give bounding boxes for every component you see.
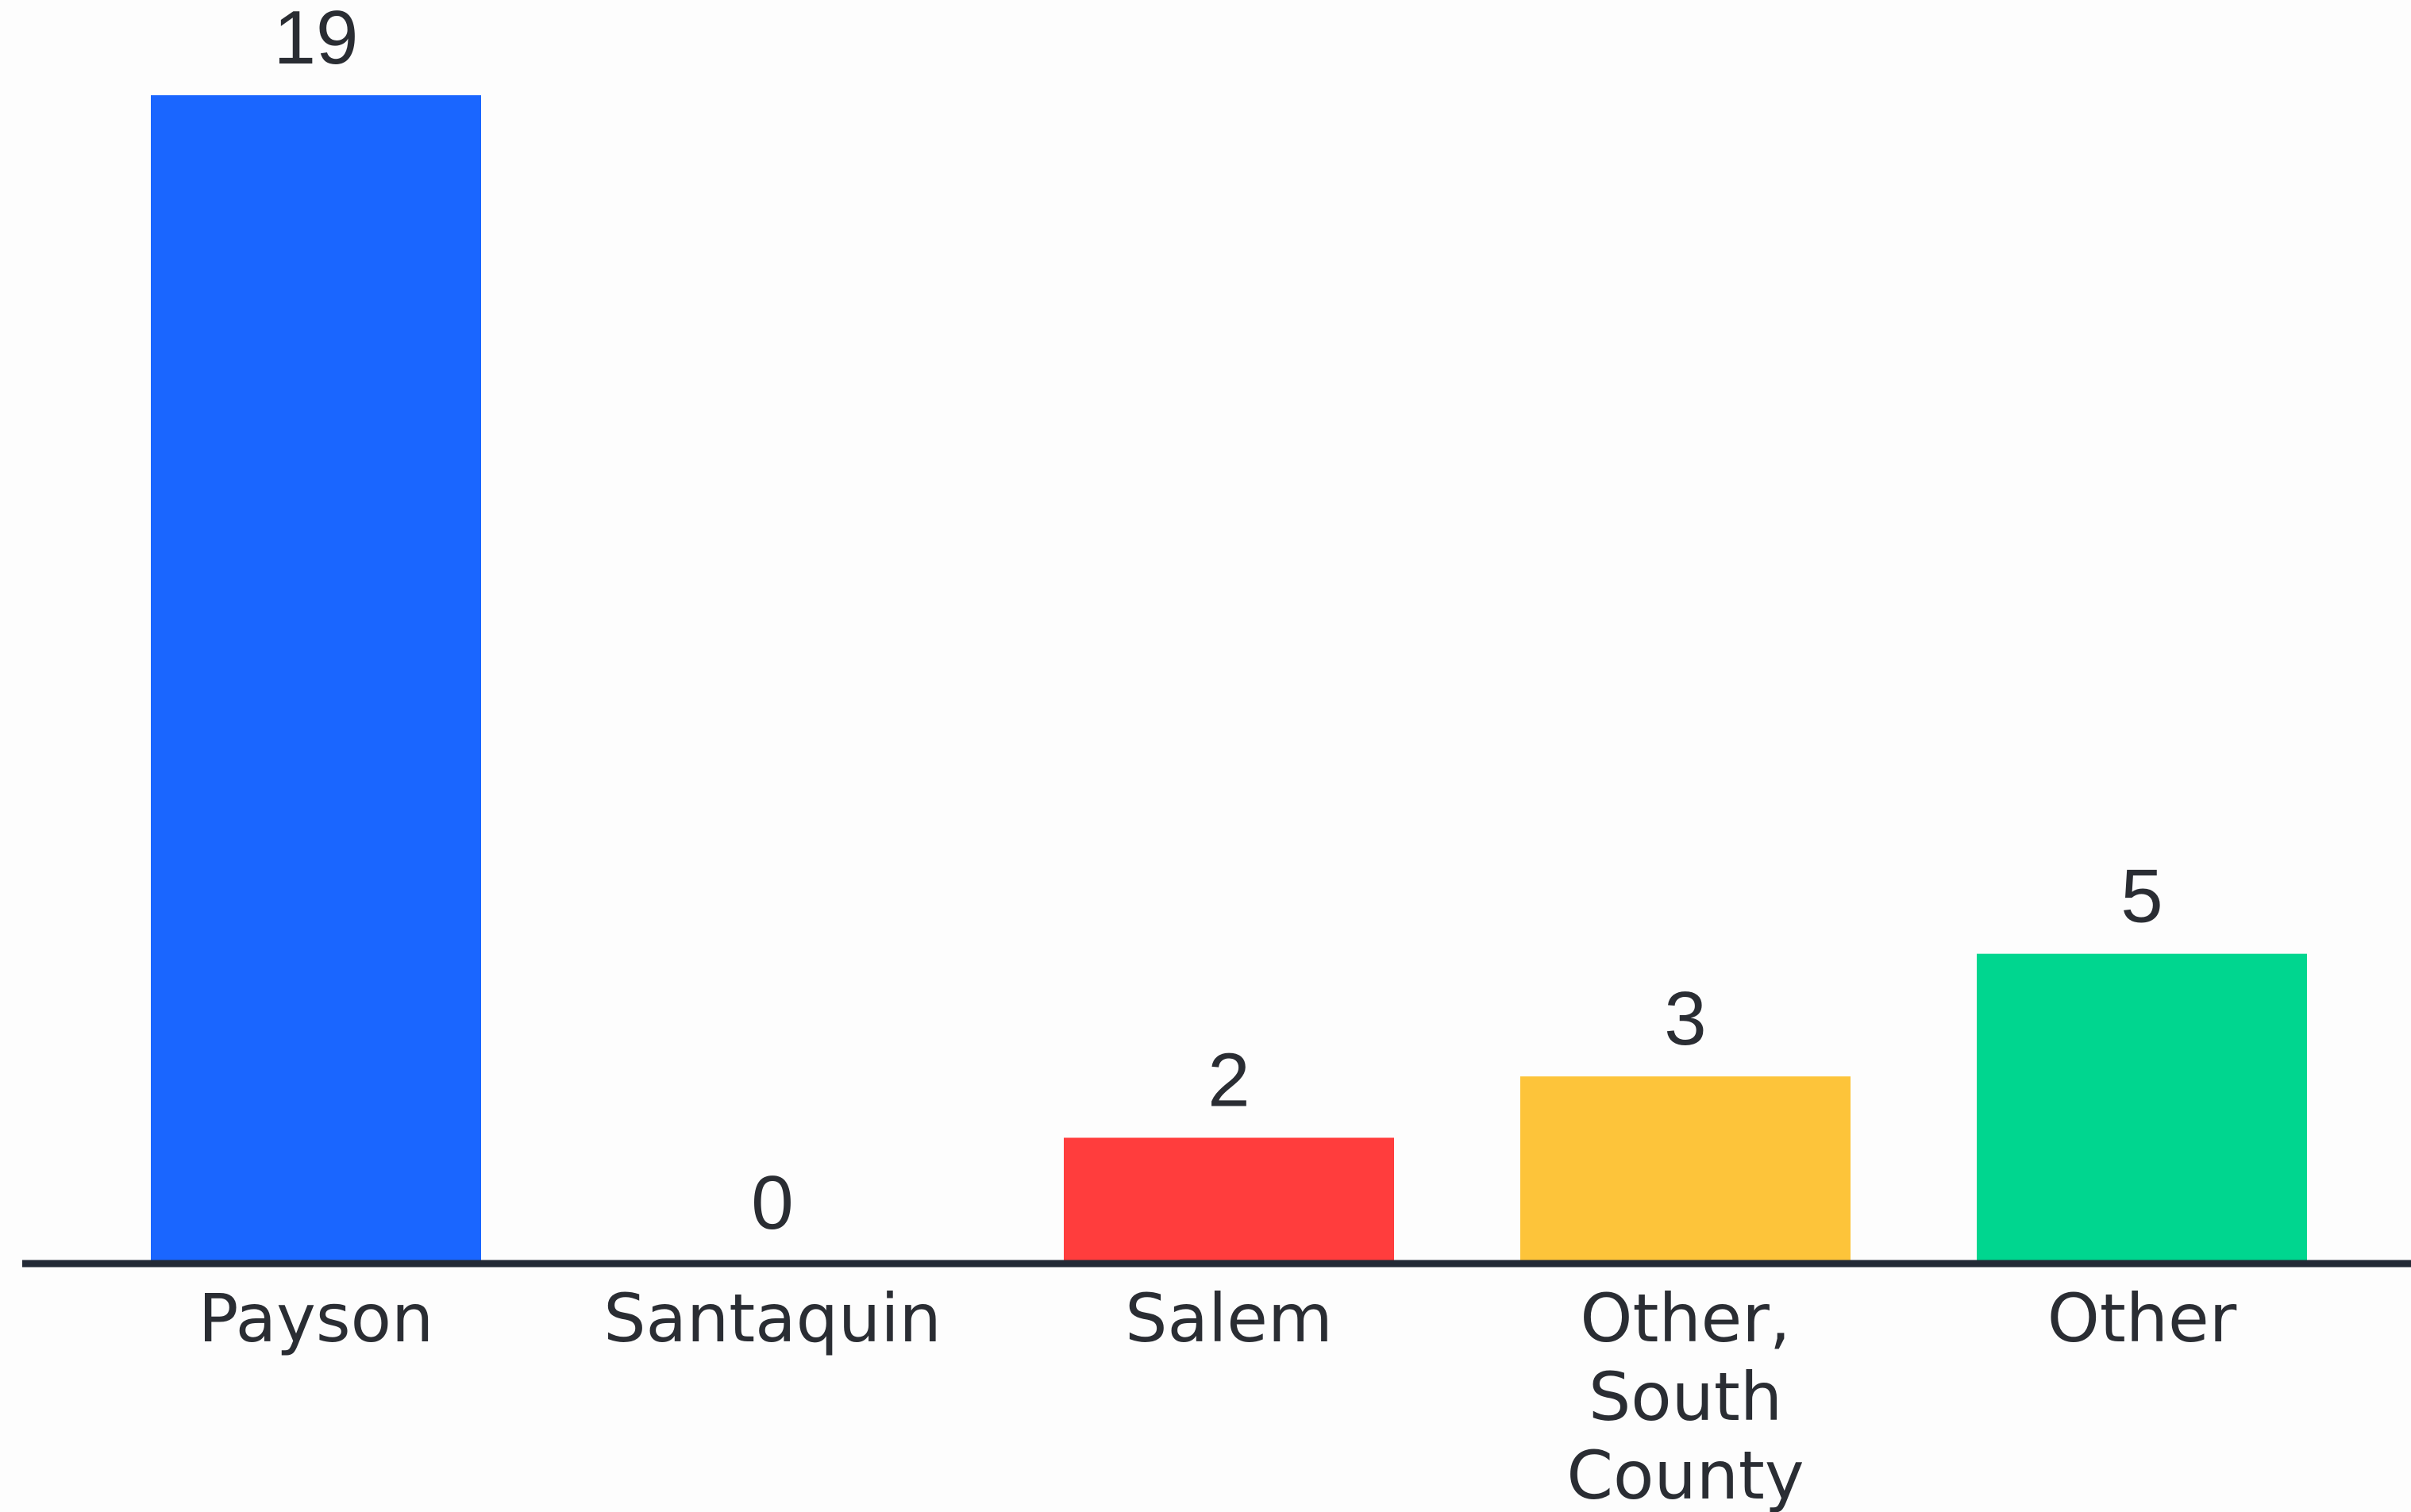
value-label-payson: 19 [274,0,359,80]
value-label-other-south-county: 3 [1664,976,1706,1061]
category-label-line: Salem [1125,1279,1333,1357]
value-label-salem: 2 [1207,1037,1250,1122]
value-labels-group: 19 0 2 3 5 [274,0,2163,1245]
category-label-other: Other [2047,1279,2237,1357]
bar-payson [151,95,481,1260]
category-label-line: Other [2047,1279,2237,1357]
category-label-salem: Salem [1125,1279,1333,1357]
bar-other-south-county [1520,1076,1851,1260]
value-label-other: 5 [2120,854,2163,939]
value-label-santaquin: 0 [751,1160,793,1245]
bars-group [151,95,2307,1260]
bar-other [1977,953,2307,1260]
category-label-santaquin: Santaquin [603,1279,942,1357]
category-label-payson: Payson [198,1279,433,1357]
bar-salem [1064,1137,1394,1260]
category-label-line: South [1589,1358,1782,1436]
category-label-line: Payson [198,1279,433,1357]
category-labels-group: Payson Santaquin Salem Other, South CountyOth… [198,1279,2237,1512]
category-label-line: Santaquin [603,1279,942,1357]
category-label-line: Other, [1580,1279,1790,1357]
category-label-other-south-county: Other, South County [1566,1279,1804,1512]
category-label-line: County [1566,1437,1804,1512]
